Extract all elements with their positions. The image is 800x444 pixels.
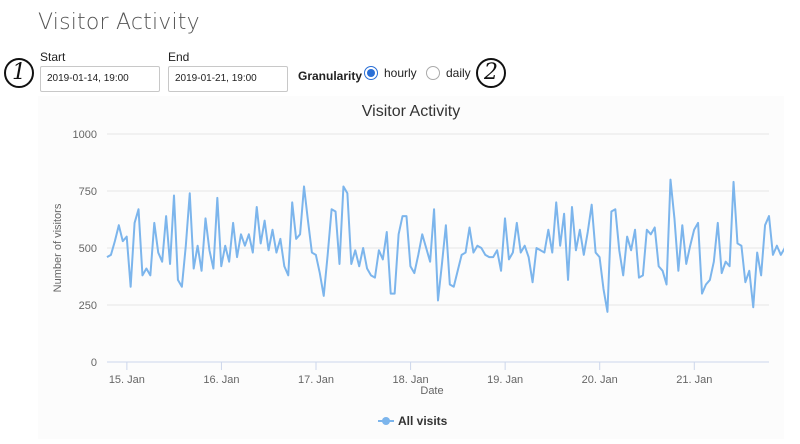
x-tick-label: 15. Jan bbox=[109, 374, 145, 386]
radio-daily-label: daily bbox=[446, 66, 471, 80]
granularity-label: Granularity bbox=[298, 69, 363, 83]
callout-two-icon: 2 bbox=[476, 58, 506, 88]
y-axis-title: Number of visitors bbox=[52, 203, 64, 292]
y-tick-label: 500 bbox=[79, 243, 97, 255]
y-tick-label: 750 bbox=[79, 186, 97, 198]
x-tick-label: 21. Jan bbox=[676, 374, 712, 386]
x-axis-title: Date bbox=[420, 385, 443, 397]
radio-hourly-label: hourly bbox=[384, 66, 417, 80]
radio-daily[interactable]: daily bbox=[426, 66, 471, 80]
y-tick-label: 1000 bbox=[73, 129, 97, 141]
end-date-input[interactable]: 2019-01-21, 19:00 bbox=[168, 66, 288, 92]
x-tick-label: 16. Jan bbox=[203, 374, 239, 386]
chart-gridlines bbox=[107, 133, 769, 306]
end-label: End bbox=[168, 50, 190, 64]
visitor-activity-chart: Visitor Activity 0 250 500 750 1000 15. Jan 16… bbox=[52, 103, 790, 428]
x-tick-label: 19. Jan bbox=[487, 374, 523, 386]
y-tick-label: 0 bbox=[91, 357, 97, 369]
radio-daily-indicator-icon[interactable] bbox=[426, 66, 440, 80]
start-label: Start bbox=[40, 50, 66, 64]
x-tick-label: 20. Jan bbox=[582, 374, 618, 386]
radio-hourly[interactable]: hourly bbox=[364, 66, 417, 80]
start-date-input[interactable]: 2019-01-14, 19:00 bbox=[40, 66, 160, 92]
chart-title: Visitor Activity bbox=[362, 103, 460, 120]
series-line-all-visits bbox=[106, 178, 790, 313]
page-title: Visitor Activity bbox=[38, 10, 200, 35]
chart-panel: Visitor Activity 0 250 500 750 1000 15. Jan 16… bbox=[38, 96, 790, 439]
callout-one-icon: 1 bbox=[4, 58, 34, 88]
legend-marker-icon bbox=[382, 417, 390, 425]
y-tick-label: 250 bbox=[79, 300, 97, 312]
legend[interactable]: All visits bbox=[378, 414, 448, 428]
x-tick-label: 18. Jan bbox=[393, 374, 429, 386]
radio-hourly-indicator-icon[interactable] bbox=[364, 66, 378, 80]
chart-axes: 0 250 500 750 1000 15. Jan 16. Jan 17. Jan 18. J… bbox=[73, 129, 769, 386]
chart-series bbox=[106, 178, 790, 313]
legend-label: All visits bbox=[398, 414, 448, 428]
x-tick-label: 17. Jan bbox=[298, 374, 334, 386]
